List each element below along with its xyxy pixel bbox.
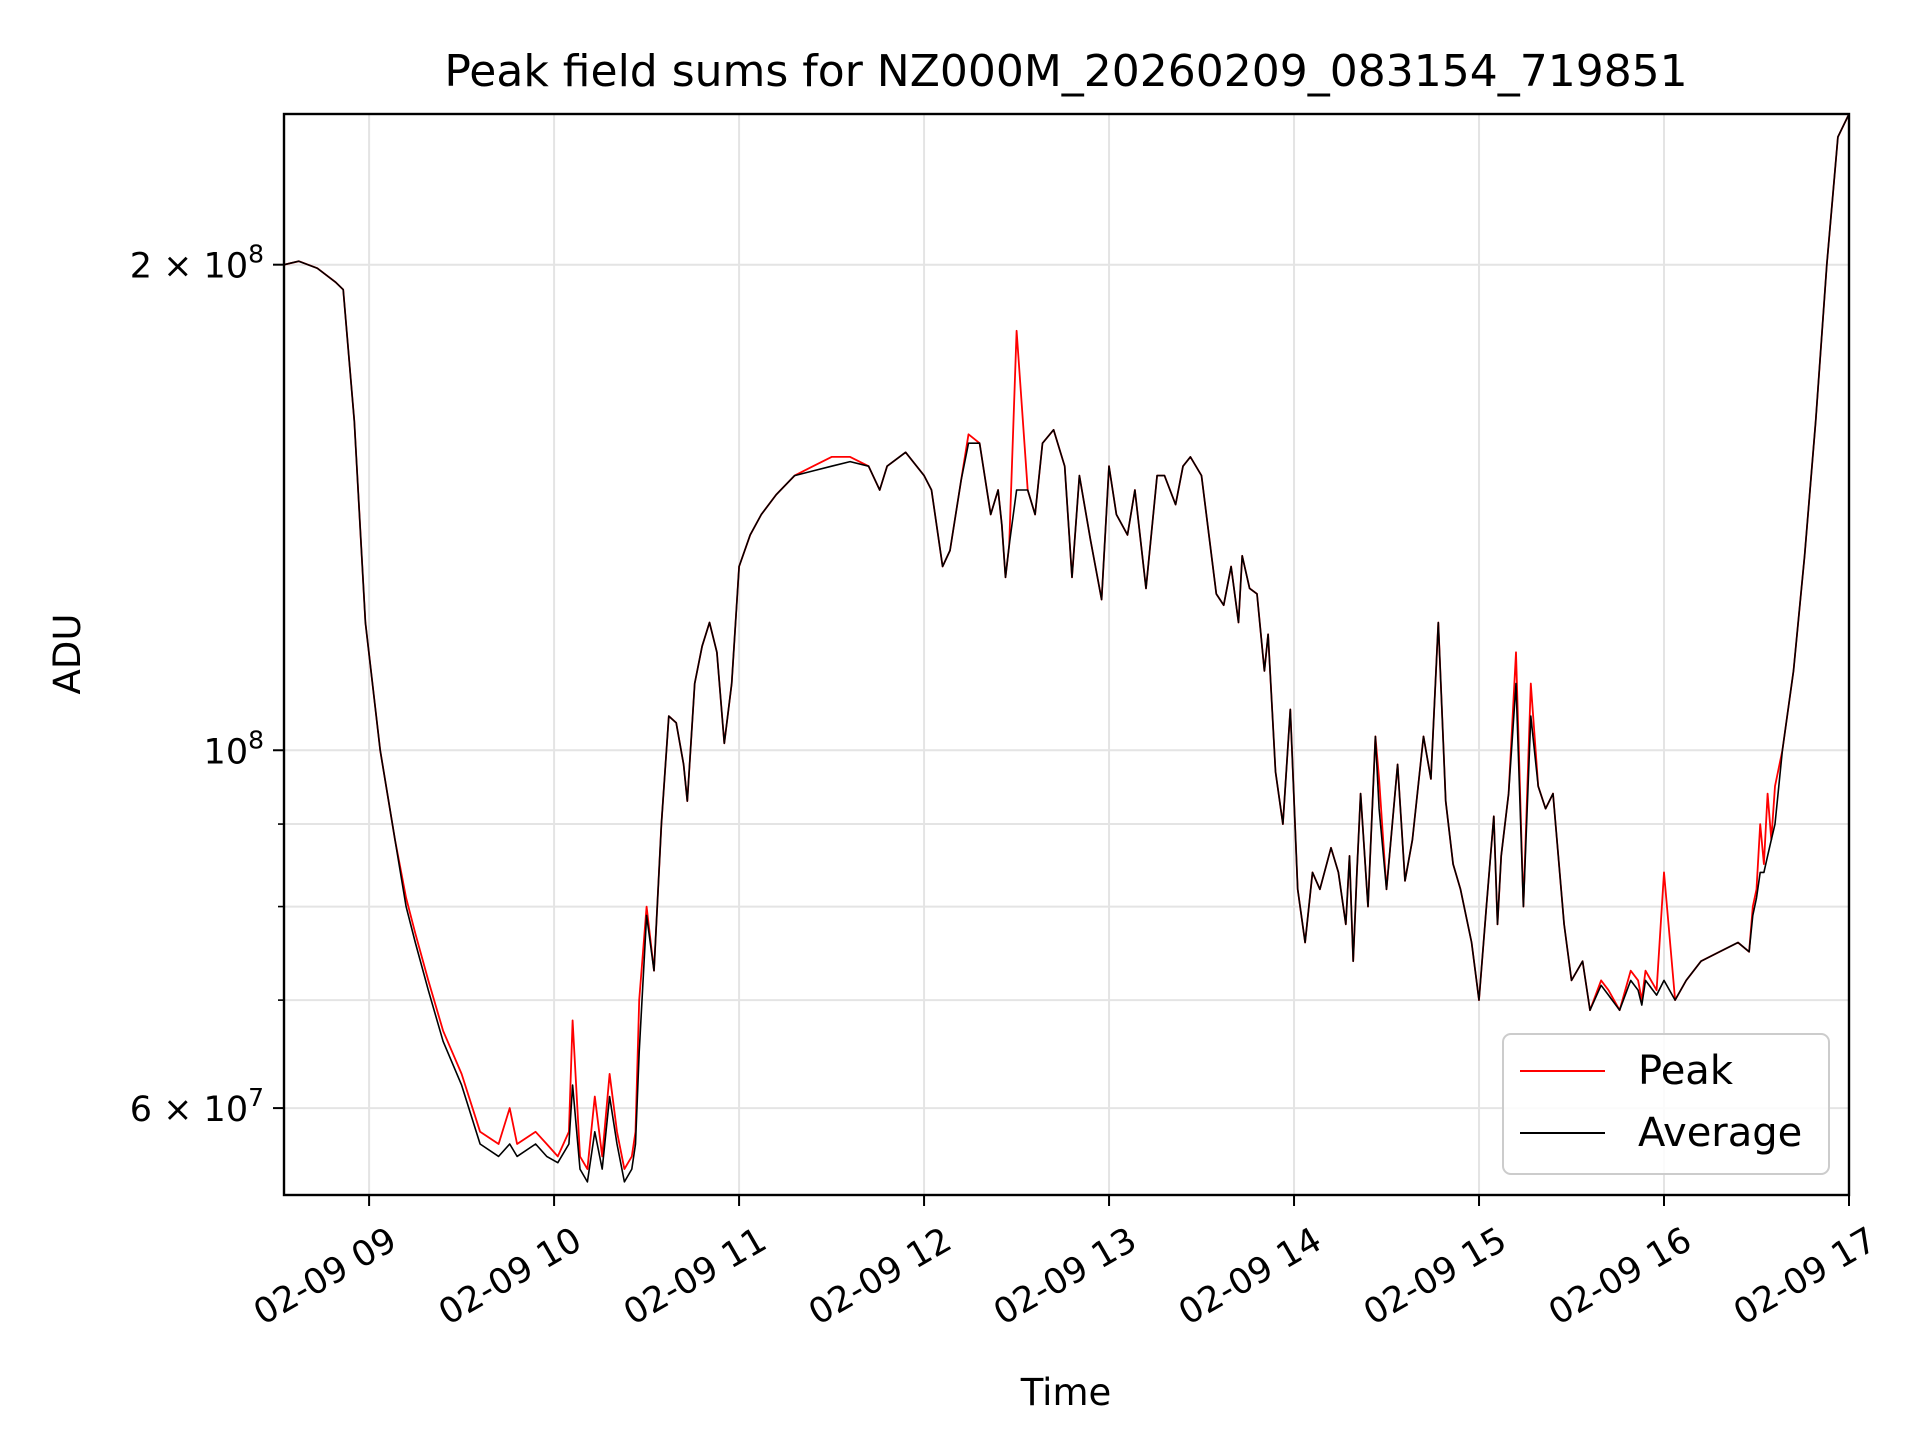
series-line-average [284, 114, 1849, 1183]
y-tick-label: 6 × 107 [130, 1083, 264, 1130]
y-axis: 6 × 107 108 2 × 108 [130, 240, 284, 1130]
y-tick-label: 2 × 108 [130, 240, 264, 287]
y-tick-label: 108 [204, 725, 264, 772]
legend: Peak Average [1502, 1033, 1830, 1175]
x-axis-label: Time [1020, 1371, 1112, 1414]
y-axis-label: ADU [46, 614, 89, 695]
series-layer [284, 114, 1849, 1183]
plot-frame [282, 112, 1851, 1197]
legend-label-average: Average [1638, 1110, 1802, 1156]
chart-title: Peak field sums for NZ000M_20260209_0831… [444, 46, 1687, 97]
legend-label-peak: Peak [1638, 1048, 1734, 1094]
legend-box [1502, 1033, 1830, 1175]
